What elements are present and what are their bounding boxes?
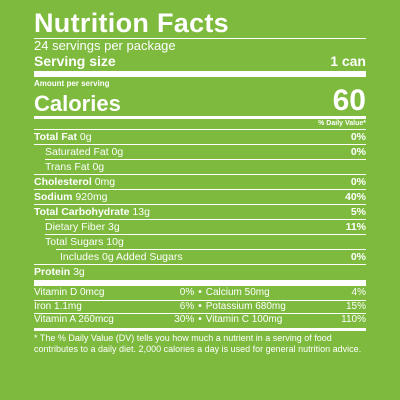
serving-size-label: Serving size xyxy=(34,53,116,69)
nutrient-dv: 0% xyxy=(350,131,366,143)
nutrient-row-dietary-fiber: Dietary Fiber 3g 11% xyxy=(34,220,366,234)
calories-value: 60 xyxy=(332,84,366,117)
nutrient-dv: 0% xyxy=(350,251,366,263)
nutrient-amount: 3g xyxy=(73,266,85,278)
nutrient-row-added-sugars: Includes 0g Added Sugars 0% xyxy=(34,250,366,264)
vitamin-name: Vitamin A 260mcg xyxy=(34,314,114,325)
thick-divider xyxy=(34,71,366,77)
bullet: • xyxy=(198,300,202,312)
nutrient-amount: 0g xyxy=(111,146,124,158)
vitamin-name: Calcium 50mg xyxy=(205,287,270,298)
nutrient-name: Cholesterol xyxy=(34,176,92,188)
nutrient-amount: 10g xyxy=(106,236,124,248)
daily-value-footnote: * The % Daily Value (DV) tells you how m… xyxy=(34,332,362,354)
amount-per-serving: Amount per serving xyxy=(34,79,110,88)
nutrient-row-trans-fat: Trans Fat 0g xyxy=(34,160,366,174)
thick-divider xyxy=(34,280,366,286)
vitamin-dv: 110% xyxy=(341,314,366,325)
vitamin-dv: 4% xyxy=(351,287,366,298)
nutrient-amount: 3g xyxy=(108,221,120,233)
nutrient-amount: 0g xyxy=(79,131,92,143)
nutrient-row-cholesterol: Cholesterol 0mg 0% xyxy=(34,175,366,189)
serving-size-row: Serving size 1 can xyxy=(34,53,366,69)
calories-row: Calories 60 xyxy=(34,84,366,117)
rule xyxy=(34,38,366,39)
servings-per-package: 24 servings per package xyxy=(34,38,176,53)
nutrient-dv: 0% xyxy=(350,146,366,158)
nutrient-name: Total Carbohydrate xyxy=(34,206,130,218)
nutrient-row-sodium: Sodium 920mg 40% xyxy=(34,190,366,204)
nutrient-name: Saturated Fat xyxy=(45,146,109,158)
nutrient-row-total-carbohydrate: Total Carbohydrate 13g 5% xyxy=(34,205,366,219)
nutrient-name: Trans Fat xyxy=(45,161,90,173)
medium-divider xyxy=(34,116,366,119)
nutrient-row-protein: Protein 3g xyxy=(34,265,366,279)
nutrient-row-total-sugars: Total Sugars 10g xyxy=(34,235,366,249)
nutrient-row-total-fat: Total Fat 0g 0% xyxy=(34,130,366,144)
vitamin-row: Vitamin D 0mcg 0% • Calcium 50mg 4% xyxy=(34,287,366,300)
nutrient-dv: 11% xyxy=(345,221,366,233)
nutrient-name: Total Sugars xyxy=(45,236,104,248)
nutrient-name: Protein xyxy=(34,266,71,278)
nutrition-facts-panel: Nutrition Facts 24 servings per package … xyxy=(34,8,366,355)
nutrient-amount: 0g xyxy=(92,161,105,173)
vitamin-dv: 30% xyxy=(174,314,195,325)
nutrient-name: Total Fat xyxy=(34,131,77,143)
nutrient-name: Includes 0g Added Sugars xyxy=(60,251,183,263)
bullet: • xyxy=(198,314,202,325)
calories-label: Calories xyxy=(34,91,121,116)
vitamin-dv: 0% xyxy=(179,287,195,298)
daily-value-header: % Daily Value* xyxy=(318,120,366,127)
bullet: • xyxy=(198,287,202,298)
nutrient-amount: 13g xyxy=(132,206,150,218)
vitamin-dv: 6% xyxy=(179,300,195,312)
nutrient-amount: 0mg xyxy=(94,176,116,188)
vitamin-dv: 15% xyxy=(345,300,366,312)
nutrient-dv: 0% xyxy=(350,176,366,188)
nutrient-amount: 920mg xyxy=(75,191,108,203)
serving-size-value: 1 can xyxy=(330,53,366,69)
medium-divider xyxy=(34,327,366,331)
nutrient-row-saturated-fat: Saturated Fat 0g 0% xyxy=(34,145,366,159)
vitamin-name: Potassium 680mg xyxy=(205,300,286,312)
nutrient-dv: 5% xyxy=(350,206,366,218)
vitamin-name: Vitamin D 0mcg xyxy=(34,287,105,298)
nutrient-name: Sodium xyxy=(34,191,73,203)
nutrient-name: Dietary Fiber xyxy=(45,221,106,233)
vitamin-name: Iron 1.1mg xyxy=(34,300,82,312)
vitamin-row: Vitamin A 260mcg 30% • Vitamin C 100mg 1… xyxy=(34,314,366,327)
vitamin-row: Iron 1.1mg 6% • Potassium 680mg 15% xyxy=(34,301,366,314)
label-title: Nutrition Facts xyxy=(34,8,230,38)
nutrient-dv: 40% xyxy=(344,191,366,203)
vitamin-name: Vitamin C 100mg xyxy=(205,314,283,325)
